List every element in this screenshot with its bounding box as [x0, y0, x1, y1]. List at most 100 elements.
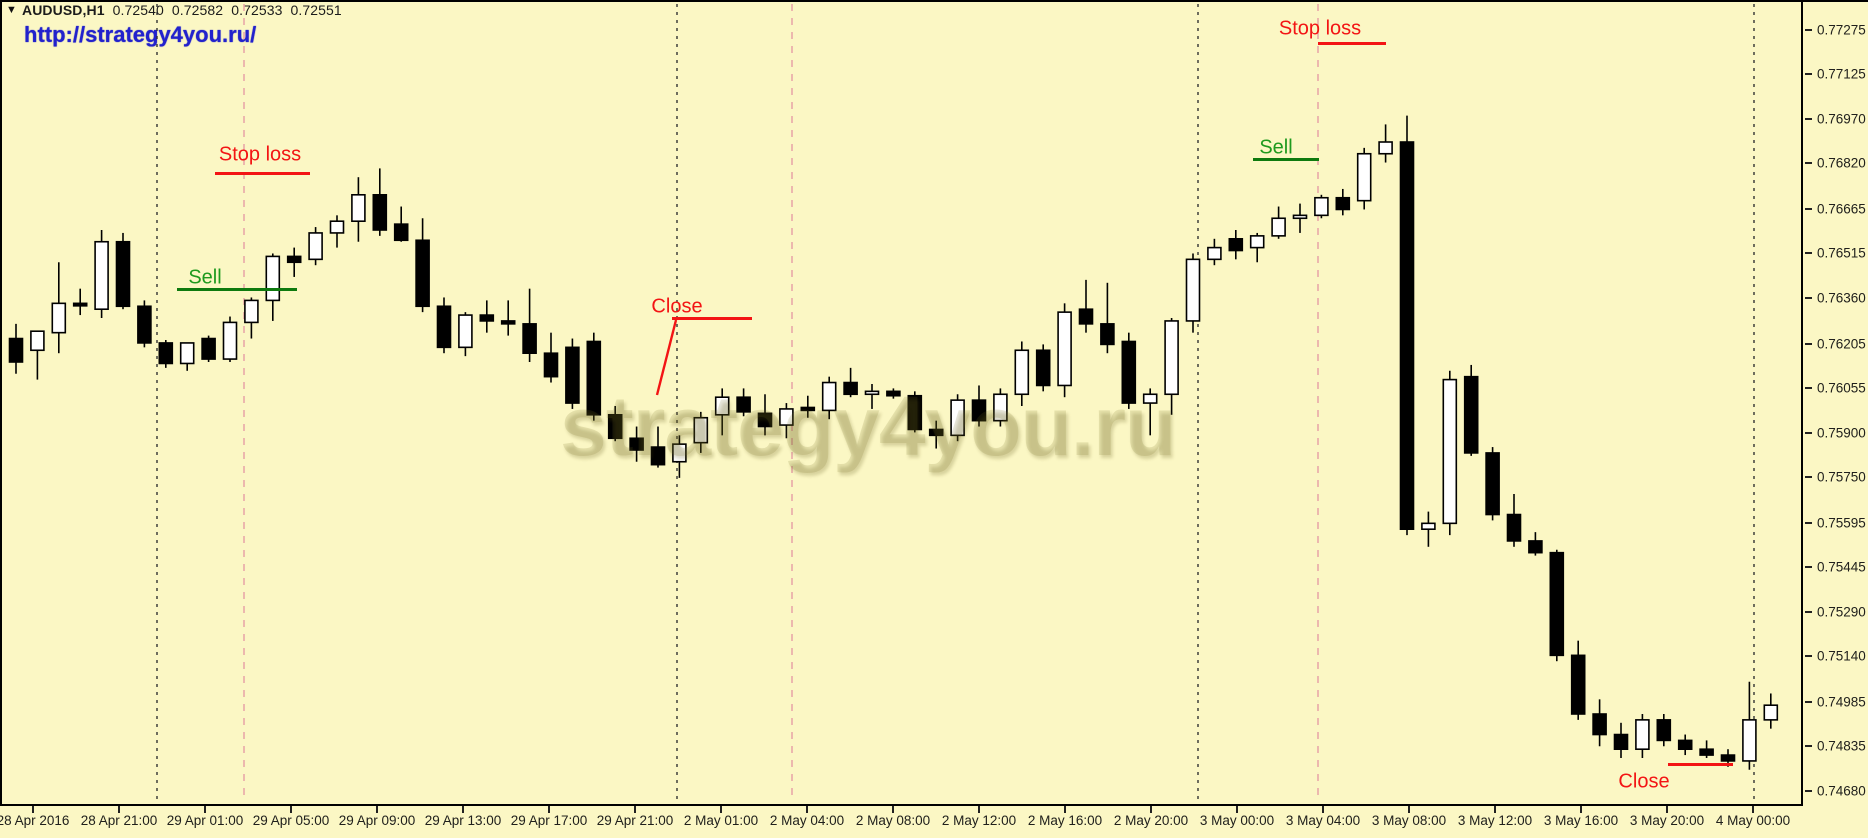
candlestick[interactable] [672, 435, 687, 478]
candlestick[interactable] [714, 388, 730, 436]
candlestick[interactable] [1549, 549, 1565, 662]
candlestick[interactable] [736, 388, 751, 417]
price-axis[interactable]: 0.77275 0.77125 0.76970 0.76820 0.76665 0.765… [1803, 0, 1868, 806]
candlestick[interactable] [1356, 147, 1372, 210]
candlestick[interactable] [1699, 740, 1714, 758]
candlestick[interactable] [94, 230, 109, 318]
price-axis-label: 0.74985 [1817, 694, 1866, 710]
candlestick[interactable] [1613, 722, 1629, 758]
candlestick[interactable] [393, 206, 409, 242]
price-tick [1805, 521, 1812, 524]
chart-plot-area[interactable] [2, 2, 1801, 804]
candle-body-bullish [244, 299, 259, 324]
candlestick[interactable] [1570, 640, 1586, 720]
candle-body-bearish [736, 396, 751, 413]
time-axis-label: 2 May 01:00 [683, 813, 759, 828]
candlestick[interactable] [1742, 681, 1757, 770]
candlestick[interactable] [1014, 341, 1030, 406]
site-url-label[interactable]: http://strategy4you.ru/ [24, 22, 257, 47]
candlestick[interactable] [436, 297, 452, 354]
candlestick[interactable] [1506, 494, 1522, 547]
candlestick[interactable] [1677, 734, 1693, 756]
candle-body-bullish [1742, 719, 1757, 762]
candlestick[interactable] [1249, 232, 1265, 263]
candle-body-bearish [1485, 452, 1500, 516]
candlestick[interactable] [479, 300, 495, 333]
candlestick[interactable] [72, 288, 88, 316]
candlestick[interactable] [993, 388, 1008, 427]
candlestick[interactable] [821, 376, 837, 420]
time-axis[interactable]: 28 Apr 2016 28 Apr 21:00 29 Apr 01:00 29 Ap… [0, 806, 1868, 838]
candlestick[interactable] [158, 340, 174, 368]
candlestick[interactable] [1442, 370, 1458, 536]
candlestick[interactable] [1207, 238, 1222, 266]
candlestick[interactable] [1378, 124, 1393, 163]
candlestick[interactable] [543, 332, 559, 383]
candlestick[interactable] [650, 426, 666, 468]
candlestick[interactable] [950, 394, 965, 442]
candlestick[interactable] [607, 406, 623, 442]
candlestick[interactable] [1656, 714, 1672, 747]
candlestick[interactable] [1164, 318, 1179, 415]
candlestick[interactable] [1463, 364, 1479, 456]
price-axis-label: 0.76665 [1817, 201, 1866, 217]
triangle-down-icon[interactable]: ▼ [6, 4, 17, 16]
candlestick[interactable] [1078, 279, 1094, 333]
candlestick[interactable] [800, 395, 816, 418]
candlestick[interactable] [1763, 693, 1779, 729]
candlestick[interactable] [115, 232, 131, 310]
candlestick[interactable] [329, 215, 345, 248]
candlestick[interactable] [137, 300, 152, 348]
candle-body-bullish [1185, 258, 1201, 322]
price-tick [1805, 565, 1812, 568]
candlestick[interactable] [1228, 230, 1244, 260]
candlestick[interactable] [843, 367, 858, 398]
candle-body-bullish [94, 240, 109, 311]
candlestick[interactable] [1485, 447, 1500, 521]
candlestick[interactable] [565, 338, 580, 409]
candlestick[interactable] [779, 403, 794, 439]
candlestick[interactable] [907, 391, 923, 433]
candlestick[interactable] [1335, 188, 1351, 216]
candlestick[interactable] [351, 177, 366, 242]
candlestick[interactable] [928, 420, 944, 449]
candlestick[interactable] [1399, 115, 1415, 536]
candlestick[interactable] [179, 342, 195, 371]
candlestick[interactable] [1271, 206, 1286, 239]
candlestick[interactable] [629, 426, 644, 462]
candlestick[interactable] [8, 323, 24, 374]
candlestick[interactable] [201, 335, 216, 362]
candlestick[interactable] [886, 388, 901, 399]
candlestick[interactable] [372, 168, 388, 236]
price-tick [1805, 162, 1812, 165]
candlestick[interactable] [693, 411, 709, 453]
candlestick[interactable] [1185, 253, 1201, 333]
candlestick[interactable] [1035, 344, 1051, 392]
candlestick[interactable] [222, 316, 238, 362]
candlestick[interactable] [1057, 303, 1072, 398]
candlestick[interactable] [1528, 532, 1543, 556]
candlestick[interactable] [971, 385, 987, 427]
candlestick[interactable] [864, 384, 880, 409]
candlestick[interactable] [1421, 511, 1436, 547]
candlestick[interactable] [286, 247, 302, 277]
candlestick[interactable] [586, 332, 602, 421]
candlestick[interactable] [1592, 699, 1607, 747]
candlestick[interactable] [308, 227, 323, 266]
candlestick[interactable] [757, 394, 773, 436]
candlestick[interactable] [1635, 714, 1650, 758]
candlestick[interactable] [1142, 388, 1158, 436]
candlestick[interactable] [244, 297, 259, 339]
candlestick[interactable] [1100, 282, 1115, 354]
candlestick[interactable] [1292, 203, 1308, 233]
candlestick[interactable] [500, 300, 516, 336]
candlestick[interactable] [458, 312, 473, 357]
candlestick[interactable] [1121, 332, 1137, 409]
candlestick[interactable] [522, 288, 537, 362]
time-axis-label: 2 May 08:00 [855, 813, 931, 828]
candlestick[interactable] [415, 218, 430, 313]
candle-body-bullish [1635, 719, 1650, 750]
candlestick[interactable] [1314, 194, 1329, 219]
candlestick[interactable] [51, 262, 67, 354]
candlestick[interactable] [30, 330, 45, 380]
